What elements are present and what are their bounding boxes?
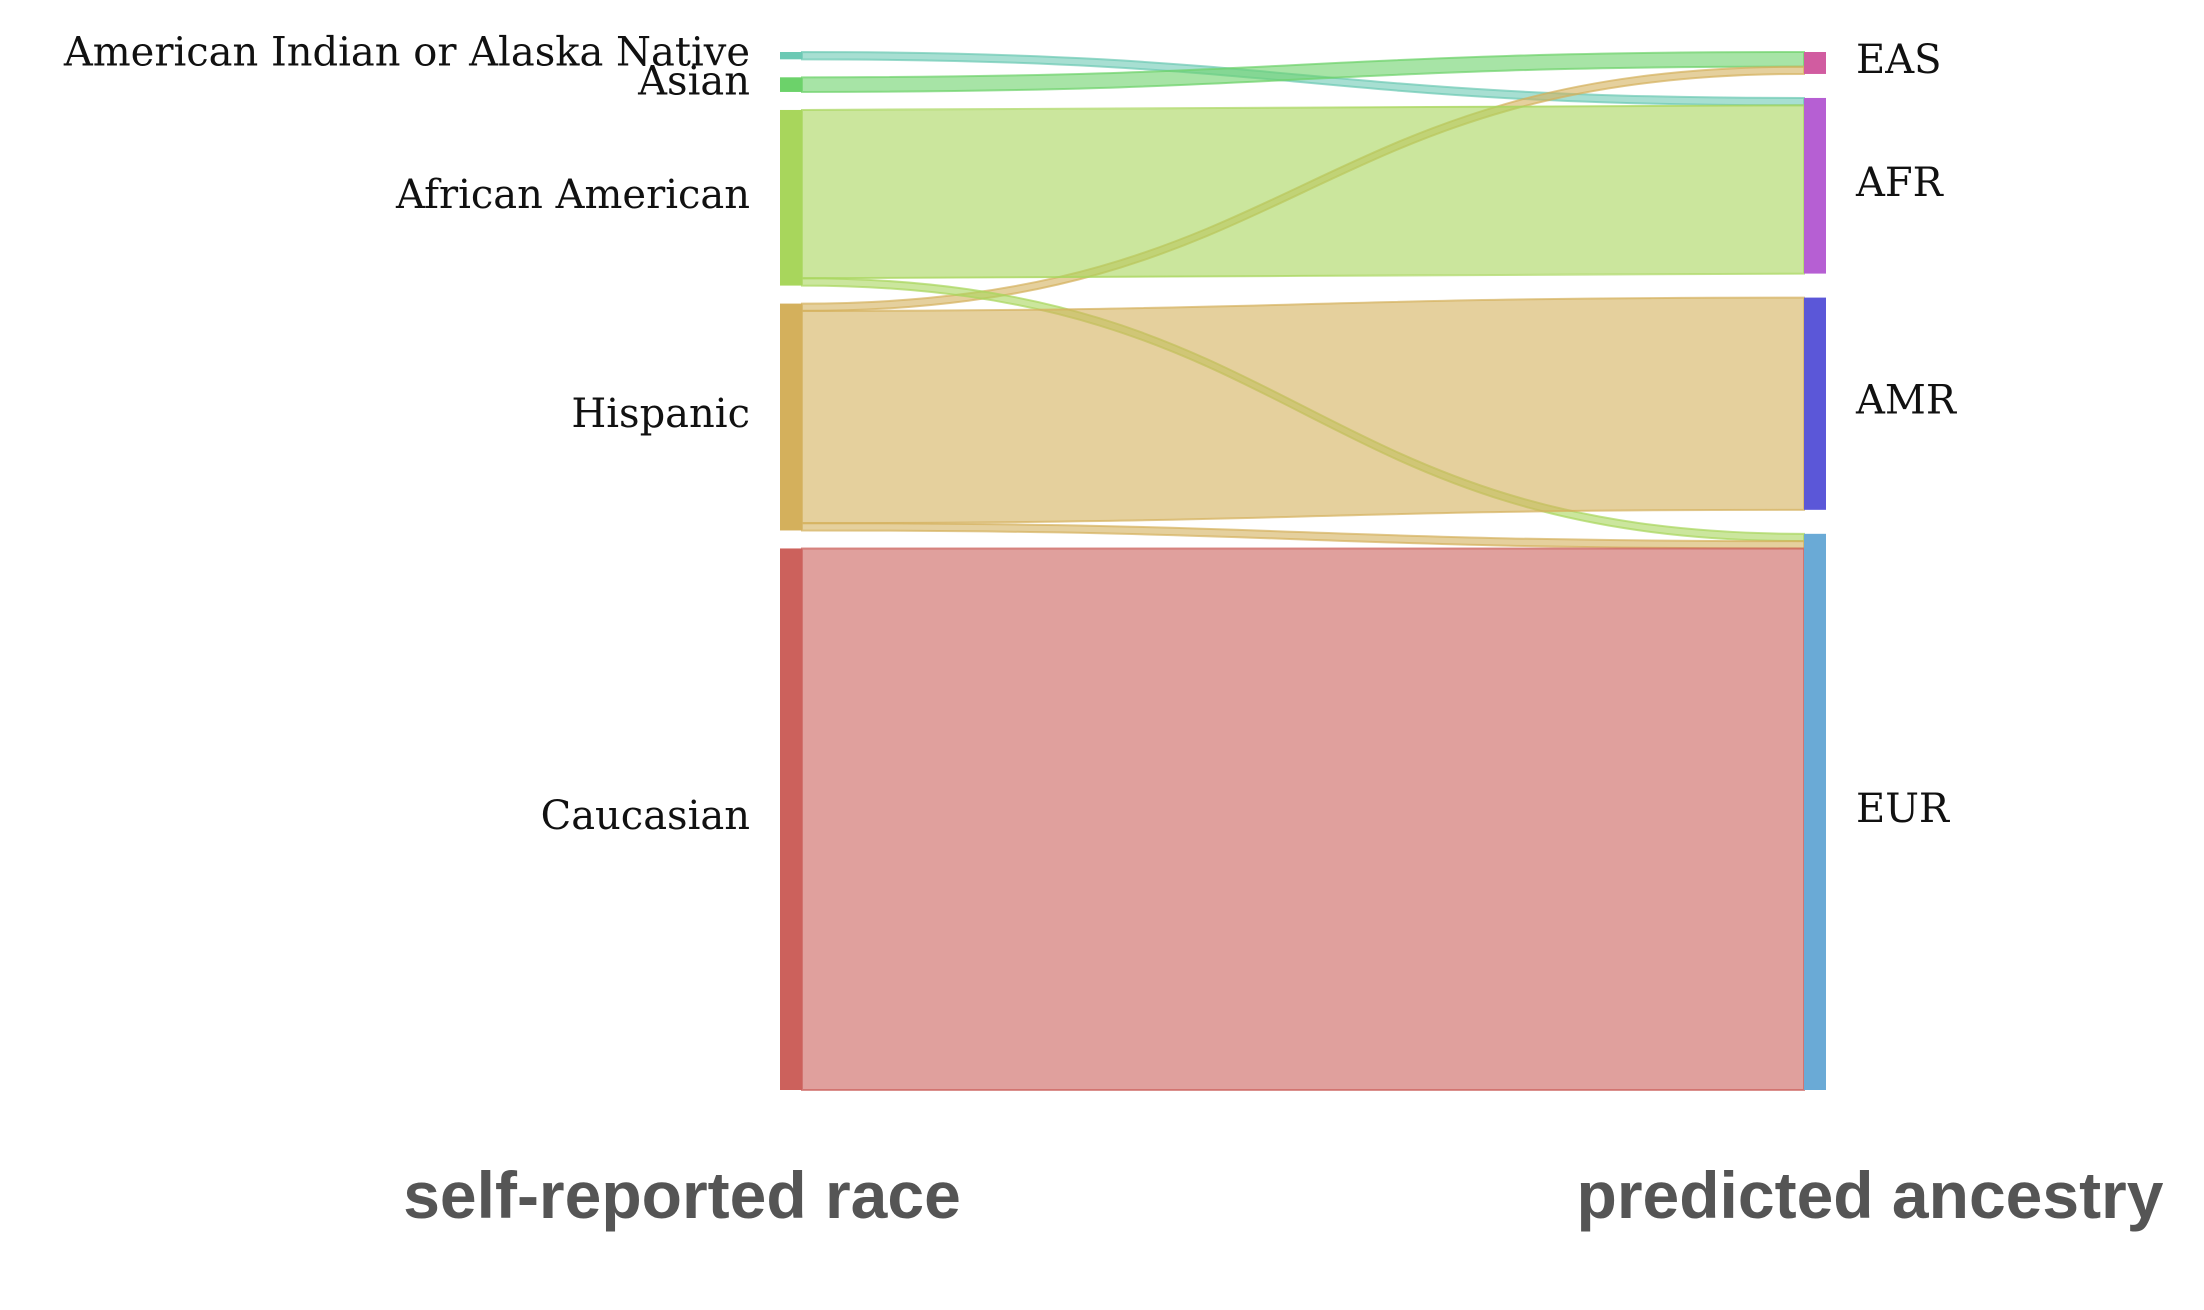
link-african-american-to-afr xyxy=(801,104,1805,280)
node-amr xyxy=(1804,297,1826,510)
node-asian xyxy=(780,77,802,92)
label-eas: EAS xyxy=(1856,37,1942,83)
node-caucasian xyxy=(780,548,802,1090)
left-axis-title: self-reported race xyxy=(403,1158,961,1232)
node-american-indian-or-alaska-native xyxy=(780,52,802,60)
node-eas xyxy=(1804,52,1826,74)
label-hispanic: Hispanic xyxy=(571,391,750,437)
link-hispanic-to-amr xyxy=(801,296,1805,525)
label-afr: AFR xyxy=(1855,160,1945,206)
node-hispanic xyxy=(780,303,802,531)
node-eur xyxy=(1804,533,1826,1090)
label-asian: Asian xyxy=(637,59,750,105)
label-american-indian-or-alaska-native: American Indian or Alaska Native xyxy=(63,30,750,76)
right-axis-title: predicted ancestry xyxy=(1577,1158,2164,1232)
node-afr xyxy=(1804,97,1826,274)
label-african-american: African American xyxy=(395,172,750,218)
label-eur: EUR xyxy=(1856,786,1951,832)
node-african-american xyxy=(780,109,802,286)
label-caucasian: Caucasian xyxy=(541,793,750,839)
label-amr: AMR xyxy=(1855,378,1958,424)
sankey-nodes xyxy=(780,52,1826,1090)
link-caucasian-to-eur xyxy=(801,547,1805,1092)
sankey-links xyxy=(801,50,1805,1092)
